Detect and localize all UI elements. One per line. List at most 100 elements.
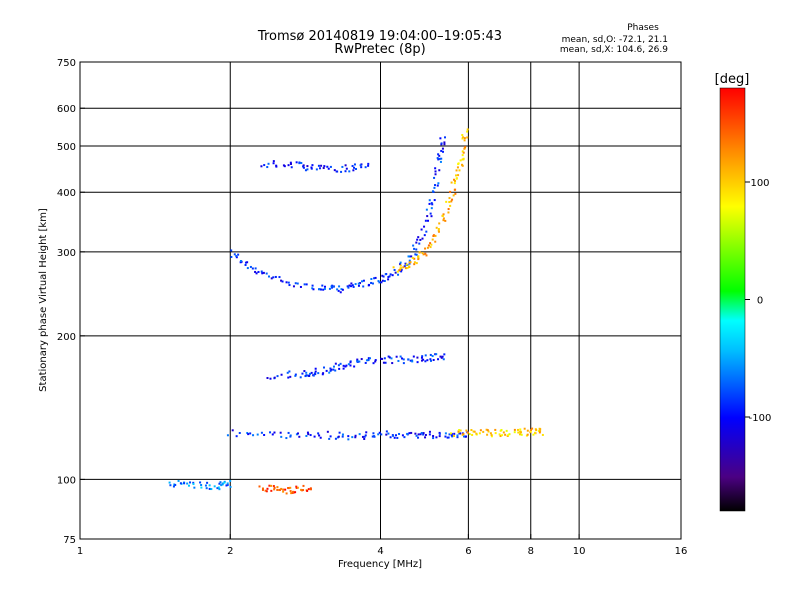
data-point: [356, 358, 359, 361]
data-point: [439, 160, 442, 163]
data-point: [427, 244, 430, 247]
data-point: [257, 270, 260, 273]
data-point: [489, 432, 492, 435]
data-point: [323, 366, 326, 369]
data-point: [407, 255, 410, 258]
data-point: [494, 428, 497, 431]
data-point: [344, 365, 347, 368]
data-point: [230, 249, 233, 252]
data-point: [289, 435, 292, 438]
data-point: [419, 433, 422, 436]
data-point: [458, 169, 461, 172]
data-point: [319, 436, 322, 439]
data-point: [179, 482, 182, 485]
data-point: [206, 481, 209, 484]
data-point: [463, 139, 466, 142]
data-point: [289, 162, 292, 165]
data-point: [340, 288, 343, 291]
data-point: [485, 428, 488, 431]
data-point: [322, 167, 325, 170]
data-point: [462, 435, 465, 438]
data-point: [473, 430, 476, 433]
data-point: [454, 180, 457, 183]
data-point: [367, 357, 370, 360]
data-point: [387, 432, 390, 435]
data-point: [269, 377, 272, 380]
data-point: [285, 281, 288, 284]
gridlines: [80, 62, 681, 539]
data-point: [377, 433, 380, 436]
data-point: [441, 147, 444, 150]
x-tick-label: 8: [528, 546, 534, 557]
data-point: [219, 481, 222, 484]
y-tick-label: 75: [63, 535, 76, 546]
data-point: [426, 359, 429, 362]
data-point: [364, 434, 367, 437]
data-point: [516, 428, 519, 431]
data-point: [421, 355, 424, 358]
data-point: [299, 285, 302, 288]
data-point: [168, 481, 171, 484]
data-point: [448, 201, 451, 204]
data-point: [383, 357, 386, 360]
data-point: [270, 489, 273, 492]
data-point: [410, 431, 413, 434]
data-point: [192, 482, 195, 485]
data-point: [430, 215, 433, 218]
data-point: [352, 169, 355, 172]
data-point: [340, 170, 343, 173]
data-point: [382, 361, 385, 364]
colorbar: [deg] 100 0 -100: [715, 72, 771, 512]
data-point: [321, 284, 324, 287]
data-point: [461, 158, 464, 161]
data-point: [306, 374, 309, 377]
data-point: [470, 428, 473, 431]
data-point: [272, 162, 275, 165]
data-point: [437, 228, 440, 231]
data-point: [329, 165, 332, 168]
data-point: [205, 487, 208, 490]
data-point: [425, 208, 428, 211]
data-point: [462, 151, 465, 154]
data-point: [328, 437, 331, 440]
data-point: [417, 258, 420, 261]
data-point: [442, 358, 445, 361]
data-point: [330, 368, 333, 371]
x-tick-label: 4: [377, 546, 383, 557]
data-point: [461, 164, 464, 167]
data-point: [505, 429, 508, 432]
data-point: [431, 190, 434, 193]
data-point: [513, 428, 516, 431]
data-point: [507, 434, 510, 437]
data-point: [424, 252, 427, 255]
data-point: [435, 436, 438, 439]
data-point: [364, 361, 367, 364]
data-point: [353, 163, 356, 166]
data-point: [328, 371, 331, 374]
data-point: [183, 482, 186, 485]
data-point: [380, 433, 383, 436]
data-point: [447, 211, 450, 214]
data-point: [310, 371, 313, 374]
data-point: [415, 248, 418, 251]
y-axis-label: Stationary phase Virtual Height [km]: [38, 208, 49, 392]
data-point: [422, 432, 425, 435]
data-point: [349, 361, 352, 364]
data-point: [409, 261, 412, 264]
data-point: [344, 170, 347, 173]
data-point: [413, 263, 416, 266]
data-points: [168, 128, 544, 495]
data-point: [438, 222, 441, 225]
data-point: [393, 268, 396, 271]
data-point: [424, 436, 427, 439]
data-point: [260, 431, 263, 434]
data-point: [461, 137, 464, 140]
data-point: [337, 289, 340, 292]
data-point: [535, 429, 538, 432]
data-point: [429, 212, 432, 215]
data-point: [347, 438, 350, 441]
data-point: [408, 432, 411, 435]
data-point: [455, 169, 458, 172]
data-point: [362, 285, 365, 288]
data-point: [518, 433, 521, 436]
